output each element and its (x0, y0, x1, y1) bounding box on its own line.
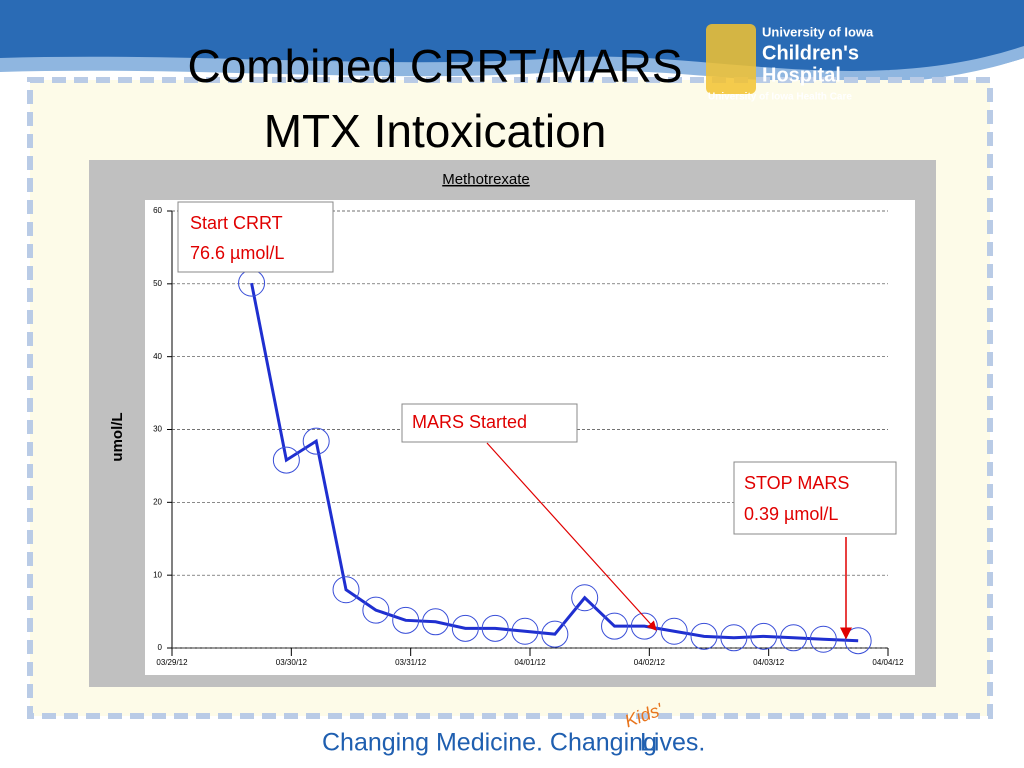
x-tick-label: 04/03/12 (753, 658, 785, 667)
logo-text: University of Iowa (762, 24, 874, 39)
data-point (690, 622, 718, 650)
logo-text: University of Iowa Health Care (708, 92, 852, 103)
data-point (541, 620, 569, 648)
data-point (601, 612, 629, 640)
data-point (511, 617, 539, 645)
logo-text: Hospital (762, 64, 841, 86)
banner-edge (0, 46, 1024, 84)
data-point (780, 624, 808, 652)
annotation: STOP MARS (744, 473, 849, 493)
data-point (630, 612, 658, 640)
annotation: 76.6 µmol/L (190, 243, 284, 263)
y-tick-label: 0 (158, 643, 163, 652)
data-point (481, 614, 509, 642)
annotation: MARS Started (412, 412, 527, 432)
x-tick-label: 03/31/12 (395, 658, 427, 667)
data-line (250, 282, 859, 643)
data-point (844, 627, 872, 655)
annotation-box (733, 461, 897, 535)
data-point (451, 614, 479, 642)
data-point (720, 624, 748, 652)
data-point (809, 625, 837, 653)
logo-icon (706, 24, 756, 94)
data-point (660, 617, 688, 645)
footer-text: Changing Medicine. Changing (322, 729, 657, 757)
x-tick-label: 03/30/12 (276, 658, 308, 667)
chart-title: Methotrexate (442, 171, 530, 188)
x-tick-label: 04/04/12 (872, 658, 904, 667)
y-tick-label: 20 (153, 497, 162, 506)
annotation-box (177, 201, 334, 273)
data-point (750, 622, 778, 650)
data-point (571, 584, 599, 612)
y-tick-label: 40 (153, 352, 162, 361)
data-point (332, 576, 360, 604)
y-tick-label: 60 (153, 206, 162, 215)
x-tick-label: 04/01/12 (514, 658, 546, 667)
slide-title: MTX Intoxication (264, 105, 607, 157)
x-tick-label: 03/29/12 (156, 658, 188, 667)
y-axis-label: umol/L (109, 412, 126, 461)
annotation-box (401, 403, 578, 443)
annotation: Start CRRT (190, 213, 283, 233)
data-point (362, 596, 390, 624)
data-point (302, 427, 330, 455)
y-tick-label: 30 (153, 425, 162, 434)
x-tick-label: 04/02/12 (634, 658, 666, 667)
data-point (422, 608, 450, 636)
data-point (272, 446, 300, 474)
annotation-arrow (486, 442, 657, 631)
y-tick-label: 50 (153, 279, 162, 288)
y-tick-label: 10 (153, 570, 162, 579)
slide-title: Combined CRRT/MARS (187, 40, 682, 92)
logo-text: Children's (762, 42, 859, 64)
data-point (392, 606, 420, 634)
annotation: 0.39 µmol/L (744, 504, 838, 524)
footer-text: Lives. (640, 729, 705, 757)
